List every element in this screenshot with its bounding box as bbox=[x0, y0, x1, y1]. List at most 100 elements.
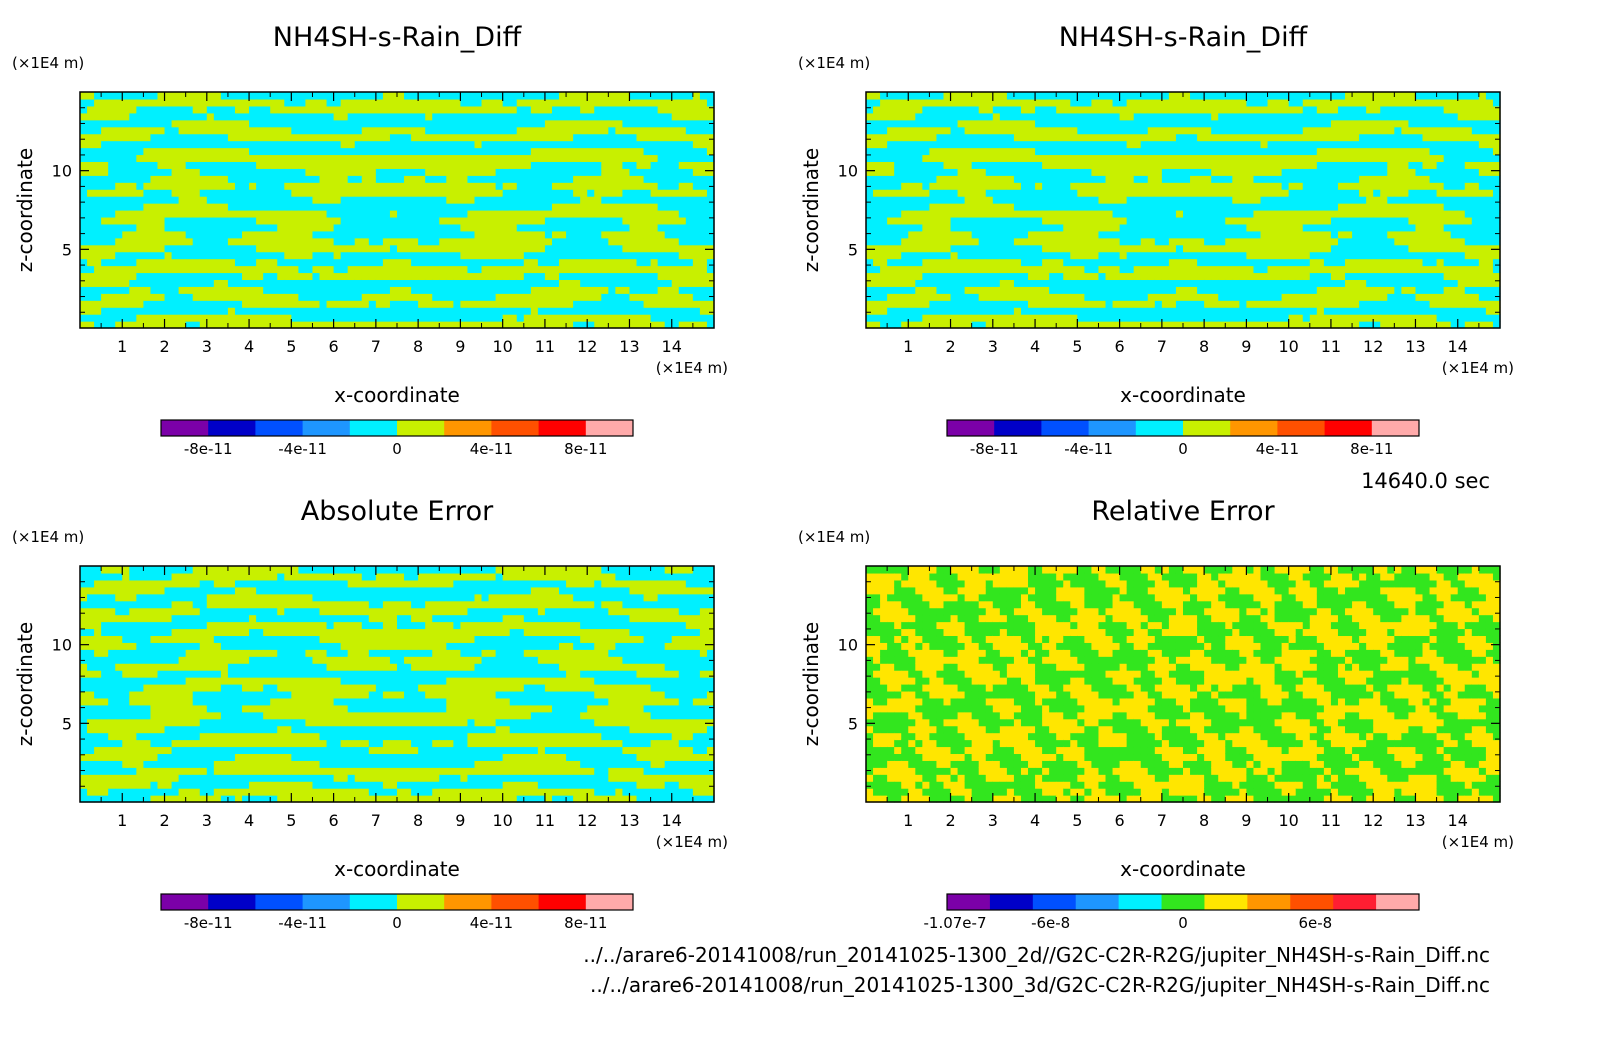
heatmap-cell bbox=[1112, 196, 1121, 204]
heatmap-cell bbox=[915, 168, 923, 176]
heatmap-cell bbox=[566, 175, 574, 183]
heatmap-cell bbox=[375, 307, 384, 315]
heatmap-cell bbox=[1063, 244, 1071, 253]
heatmap-cell bbox=[227, 140, 236, 149]
heatmap-cell bbox=[1070, 279, 1078, 287]
heatmap-cell bbox=[361, 293, 370, 301]
heatmap-cell bbox=[1098, 286, 1107, 294]
heatmap-cell bbox=[1126, 98, 1135, 107]
heatmap-cell bbox=[150, 161, 159, 169]
heatmap-cell bbox=[999, 140, 1008, 149]
heatmap-cell bbox=[1112, 293, 1121, 301]
heatmap-cell bbox=[544, 223, 553, 232]
heatmap-cell bbox=[1070, 237, 1078, 246]
heatmap-cell bbox=[887, 230, 895, 239]
heatmap-cell bbox=[1084, 223, 1093, 232]
heatmap-cell bbox=[122, 265, 130, 274]
heatmap-cell bbox=[643, 286, 652, 294]
heatmap-cell bbox=[601, 168, 609, 176]
heatmap-cell bbox=[1133, 112, 1142, 121]
heatmap-cell bbox=[551, 293, 560, 301]
heatmap-cell bbox=[488, 189, 497, 197]
heatmap-cell bbox=[234, 105, 243, 114]
heatmap-cell bbox=[234, 321, 243, 329]
heatmap-cell bbox=[1175, 265, 1184, 274]
heatmap-cell bbox=[1098, 119, 1107, 128]
heatmap-cell bbox=[389, 244, 398, 253]
heatmap-cell bbox=[671, 265, 680, 274]
heatmap-cell bbox=[291, 105, 299, 114]
heatmap-cell bbox=[1084, 286, 1093, 294]
heatmap-cell bbox=[1056, 265, 1064, 274]
heatmap-cell bbox=[1013, 307, 1022, 315]
heatmap-cell bbox=[263, 161, 271, 169]
heatmap-cell bbox=[699, 230, 708, 239]
heatmap-cell bbox=[1098, 168, 1107, 176]
heatmap-cell bbox=[227, 154, 236, 163]
heatmap-cell bbox=[404, 237, 412, 246]
heatmap-cell bbox=[1232, 98, 1240, 107]
heatmap-cell bbox=[1133, 237, 1142, 246]
heatmap-cell bbox=[1183, 92, 1191, 100]
heatmap-cell bbox=[397, 244, 405, 253]
heatmap-cell bbox=[333, 230, 342, 239]
heatmap-cell bbox=[978, 286, 987, 294]
heatmap-cell bbox=[608, 112, 616, 121]
heatmap-cell bbox=[1098, 161, 1107, 169]
heatmap-cell bbox=[411, 147, 419, 156]
heatmap-cell bbox=[474, 168, 483, 176]
heatmap-cell bbox=[298, 182, 307, 190]
chart-panel-1: NH4SH-s-Rain_Diff(×1E4 m)1 2 3 4 5 6 7 8 9 10 11 12… bbox=[12, 22, 728, 458]
heatmap-cell bbox=[1175, 251, 1184, 260]
heatmap-cell bbox=[481, 210, 490, 218]
heatmap-cell bbox=[354, 154, 363, 163]
heatmap-cell bbox=[622, 293, 631, 301]
heatmap-cell bbox=[950, 140, 959, 149]
heatmap-cell bbox=[964, 98, 973, 107]
heatmap-cell bbox=[270, 230, 278, 239]
heatmap-cell bbox=[678, 286, 687, 294]
heatmap-cell bbox=[657, 279, 666, 287]
heatmap-cell bbox=[354, 98, 363, 107]
heatmap-cell bbox=[333, 258, 342, 267]
heatmap-cell bbox=[1168, 286, 1177, 294]
heatmap-cell bbox=[1197, 154, 1205, 163]
heatmap-cell bbox=[587, 265, 595, 274]
heatmap-cell bbox=[1020, 196, 1029, 204]
heatmap-cell bbox=[692, 251, 701, 260]
heatmap-cell bbox=[361, 175, 370, 183]
heatmap-cell bbox=[467, 126, 476, 135]
heatmap-cell bbox=[1161, 140, 1170, 149]
heatmap-cell bbox=[943, 265, 952, 274]
heatmap-cell bbox=[516, 321, 525, 329]
heatmap-cell bbox=[460, 154, 469, 163]
heatmap-cell bbox=[622, 126, 631, 135]
heatmap-cell bbox=[502, 210, 511, 218]
heatmap-cell bbox=[326, 105, 335, 114]
heatmap-cell bbox=[615, 119, 624, 128]
heatmap-cell bbox=[284, 182, 292, 190]
heatmap-cell bbox=[566, 223, 574, 232]
heatmap-cell bbox=[453, 244, 461, 253]
heatmap-cell bbox=[382, 314, 391, 322]
heatmap-cell bbox=[936, 154, 945, 163]
heatmap-cell bbox=[80, 140, 88, 149]
heatmap-cell bbox=[1077, 161, 1085, 169]
heatmap-cell bbox=[1232, 92, 1240, 100]
heatmap-cell bbox=[256, 286, 264, 294]
heatmap-cell bbox=[101, 175, 109, 183]
heatmap-cell bbox=[1225, 300, 1233, 308]
heatmap-cell bbox=[922, 168, 930, 176]
heatmap-cell bbox=[999, 307, 1008, 315]
heatmap-cell bbox=[985, 175, 994, 183]
heatmap-cell bbox=[389, 92, 398, 100]
heatmap-cell bbox=[411, 314, 419, 322]
heatmap-cell bbox=[178, 279, 187, 287]
heatmap-cell bbox=[922, 210, 930, 218]
heatmap-cell bbox=[1084, 307, 1093, 315]
heatmap-cell bbox=[1211, 251, 1219, 260]
heatmap-cell bbox=[887, 126, 895, 135]
heatmap-cell bbox=[523, 203, 532, 211]
heatmap-cell bbox=[1063, 230, 1071, 239]
heatmap-cell bbox=[270, 175, 278, 183]
